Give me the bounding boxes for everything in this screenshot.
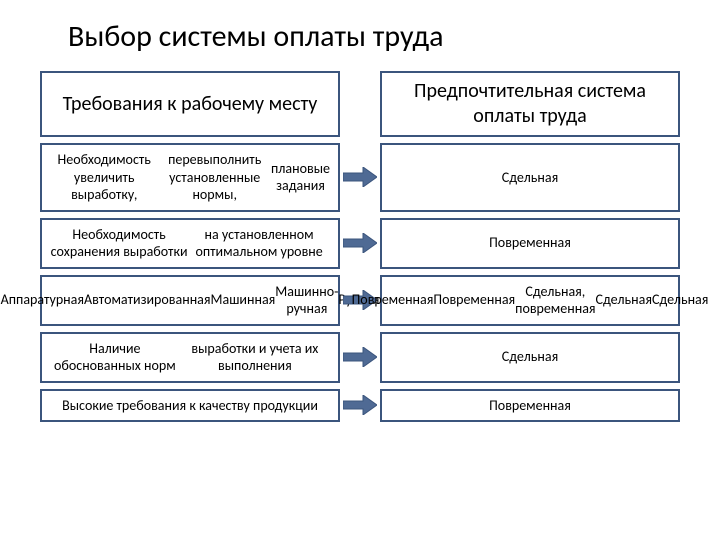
right-arrow-icon [343,395,377,415]
right-arrow-icon [343,347,377,367]
row-left-2: АппаратурнаяАвтоматизированнаяМашиннаяМа… [40,275,340,326]
row-left-0: Необходимость увеличить выработку,перевы… [40,143,340,212]
left-header: Требования к рабочему месту [40,71,340,137]
right-header: Предпочтительная система оплаты труда [380,71,680,137]
arrow-4 [340,389,380,423]
row-right-1: Повременная [380,218,680,269]
right-arrow-icon [343,233,377,253]
row-right-4: Повременная [380,389,680,423]
row-right-3: Сдельная [380,332,680,383]
arrow-1 [340,218,380,269]
arrow-0 [340,143,380,212]
row-left-4: Высокие требования к качеству продукции [40,389,340,423]
header-spacer [340,71,380,137]
row-right-0: Сдельная [380,143,680,212]
diagram-grid: Требования к рабочему месту Предпочтител… [28,71,692,422]
page-title: Выбор системы оплаты труда [28,18,692,55]
arrow-3 [340,332,380,383]
row-right-2: ПовременнаяПовременнаяСдельная, повремен… [380,275,680,326]
row-left-1: Необходимость сохранения выработкина уст… [40,218,340,269]
right-arrow-icon [343,167,377,187]
row-left-3: Наличие обоснованных нормвыработки и уче… [40,332,340,383]
